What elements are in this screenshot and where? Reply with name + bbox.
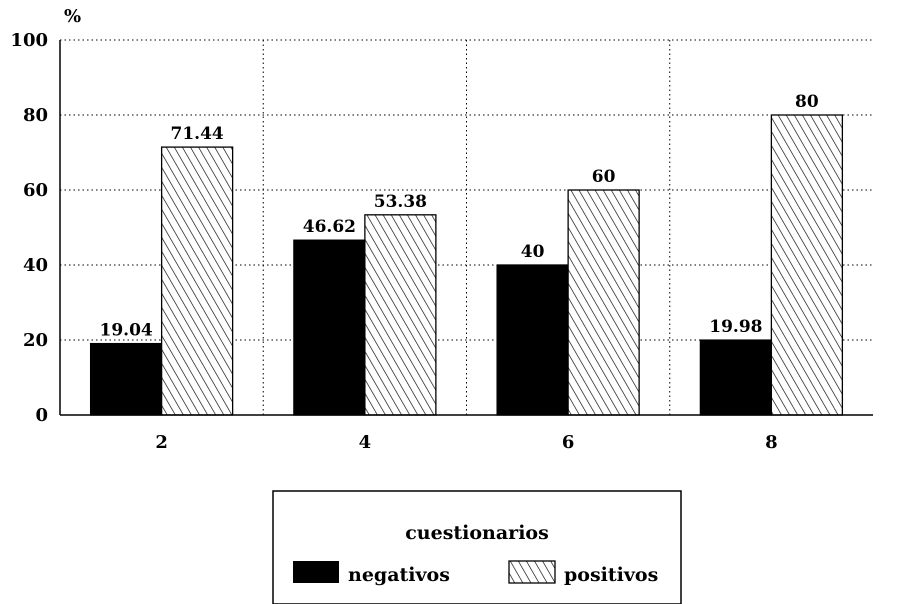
legend-label-positivos: positivos (564, 564, 658, 586)
y-tick-label: 0 (35, 405, 48, 426)
data-label-negativos-4: 46.62 (303, 217, 356, 237)
x-tick-label-2: 2 (155, 432, 168, 453)
legend-box (272, 490, 682, 604)
axes (59, 40, 873, 416)
bar-positivos-6 (567, 189, 640, 416)
data-label-positivos-2: 71.44 (171, 124, 224, 144)
y-tick-label: 100 (10, 30, 48, 51)
bar-negativos-6 (496, 264, 569, 416)
legend-swatch-negativos (293, 561, 339, 583)
bar-positivos-4 (364, 214, 437, 416)
bar-negativos-4 (293, 239, 366, 416)
x-tick-label-8: 8 (765, 432, 778, 453)
data-label-negativos-2: 19.04 (100, 321, 153, 341)
y-tick-label: 40 (23, 255, 48, 276)
data-label-negativos-6: 40 (521, 242, 545, 262)
data-label-negativos-8: 19.98 (709, 317, 762, 337)
legend-swatch-positivos (508, 560, 556, 584)
x-tick-label-6: 6 (562, 432, 575, 453)
legend: cuestionarios negativos positivos (272, 490, 682, 604)
y-tick-label: 60 (23, 180, 48, 201)
y-tick-label: 80 (23, 105, 48, 126)
data-label-positivos-4: 53.38 (374, 192, 427, 212)
legend-title: cuestionarios (405, 522, 549, 544)
data-label-positivos-8: 80 (795, 92, 819, 112)
data-labels: 19.04 71.44 46.62 53.38 40 60 19.98 80 (100, 92, 819, 341)
bar-positivos-2 (160, 146, 234, 416)
x-tick-label-4: 4 (359, 432, 372, 453)
bars (89, 114, 844, 416)
bar-positivos-8 (770, 114, 844, 416)
data-label-positivos-6: 60 (592, 167, 616, 187)
bar-negativos-2 (89, 342, 163, 416)
y-tick-label: 20 (23, 330, 48, 351)
bar-negativos-8 (699, 339, 773, 416)
y-axis-unit-label: % (64, 6, 81, 27)
legend-label-negativos: negativos (348, 564, 450, 586)
axis-ticks: 0 20 40 60 80 100 2 4 6 8 (10, 30, 777, 453)
